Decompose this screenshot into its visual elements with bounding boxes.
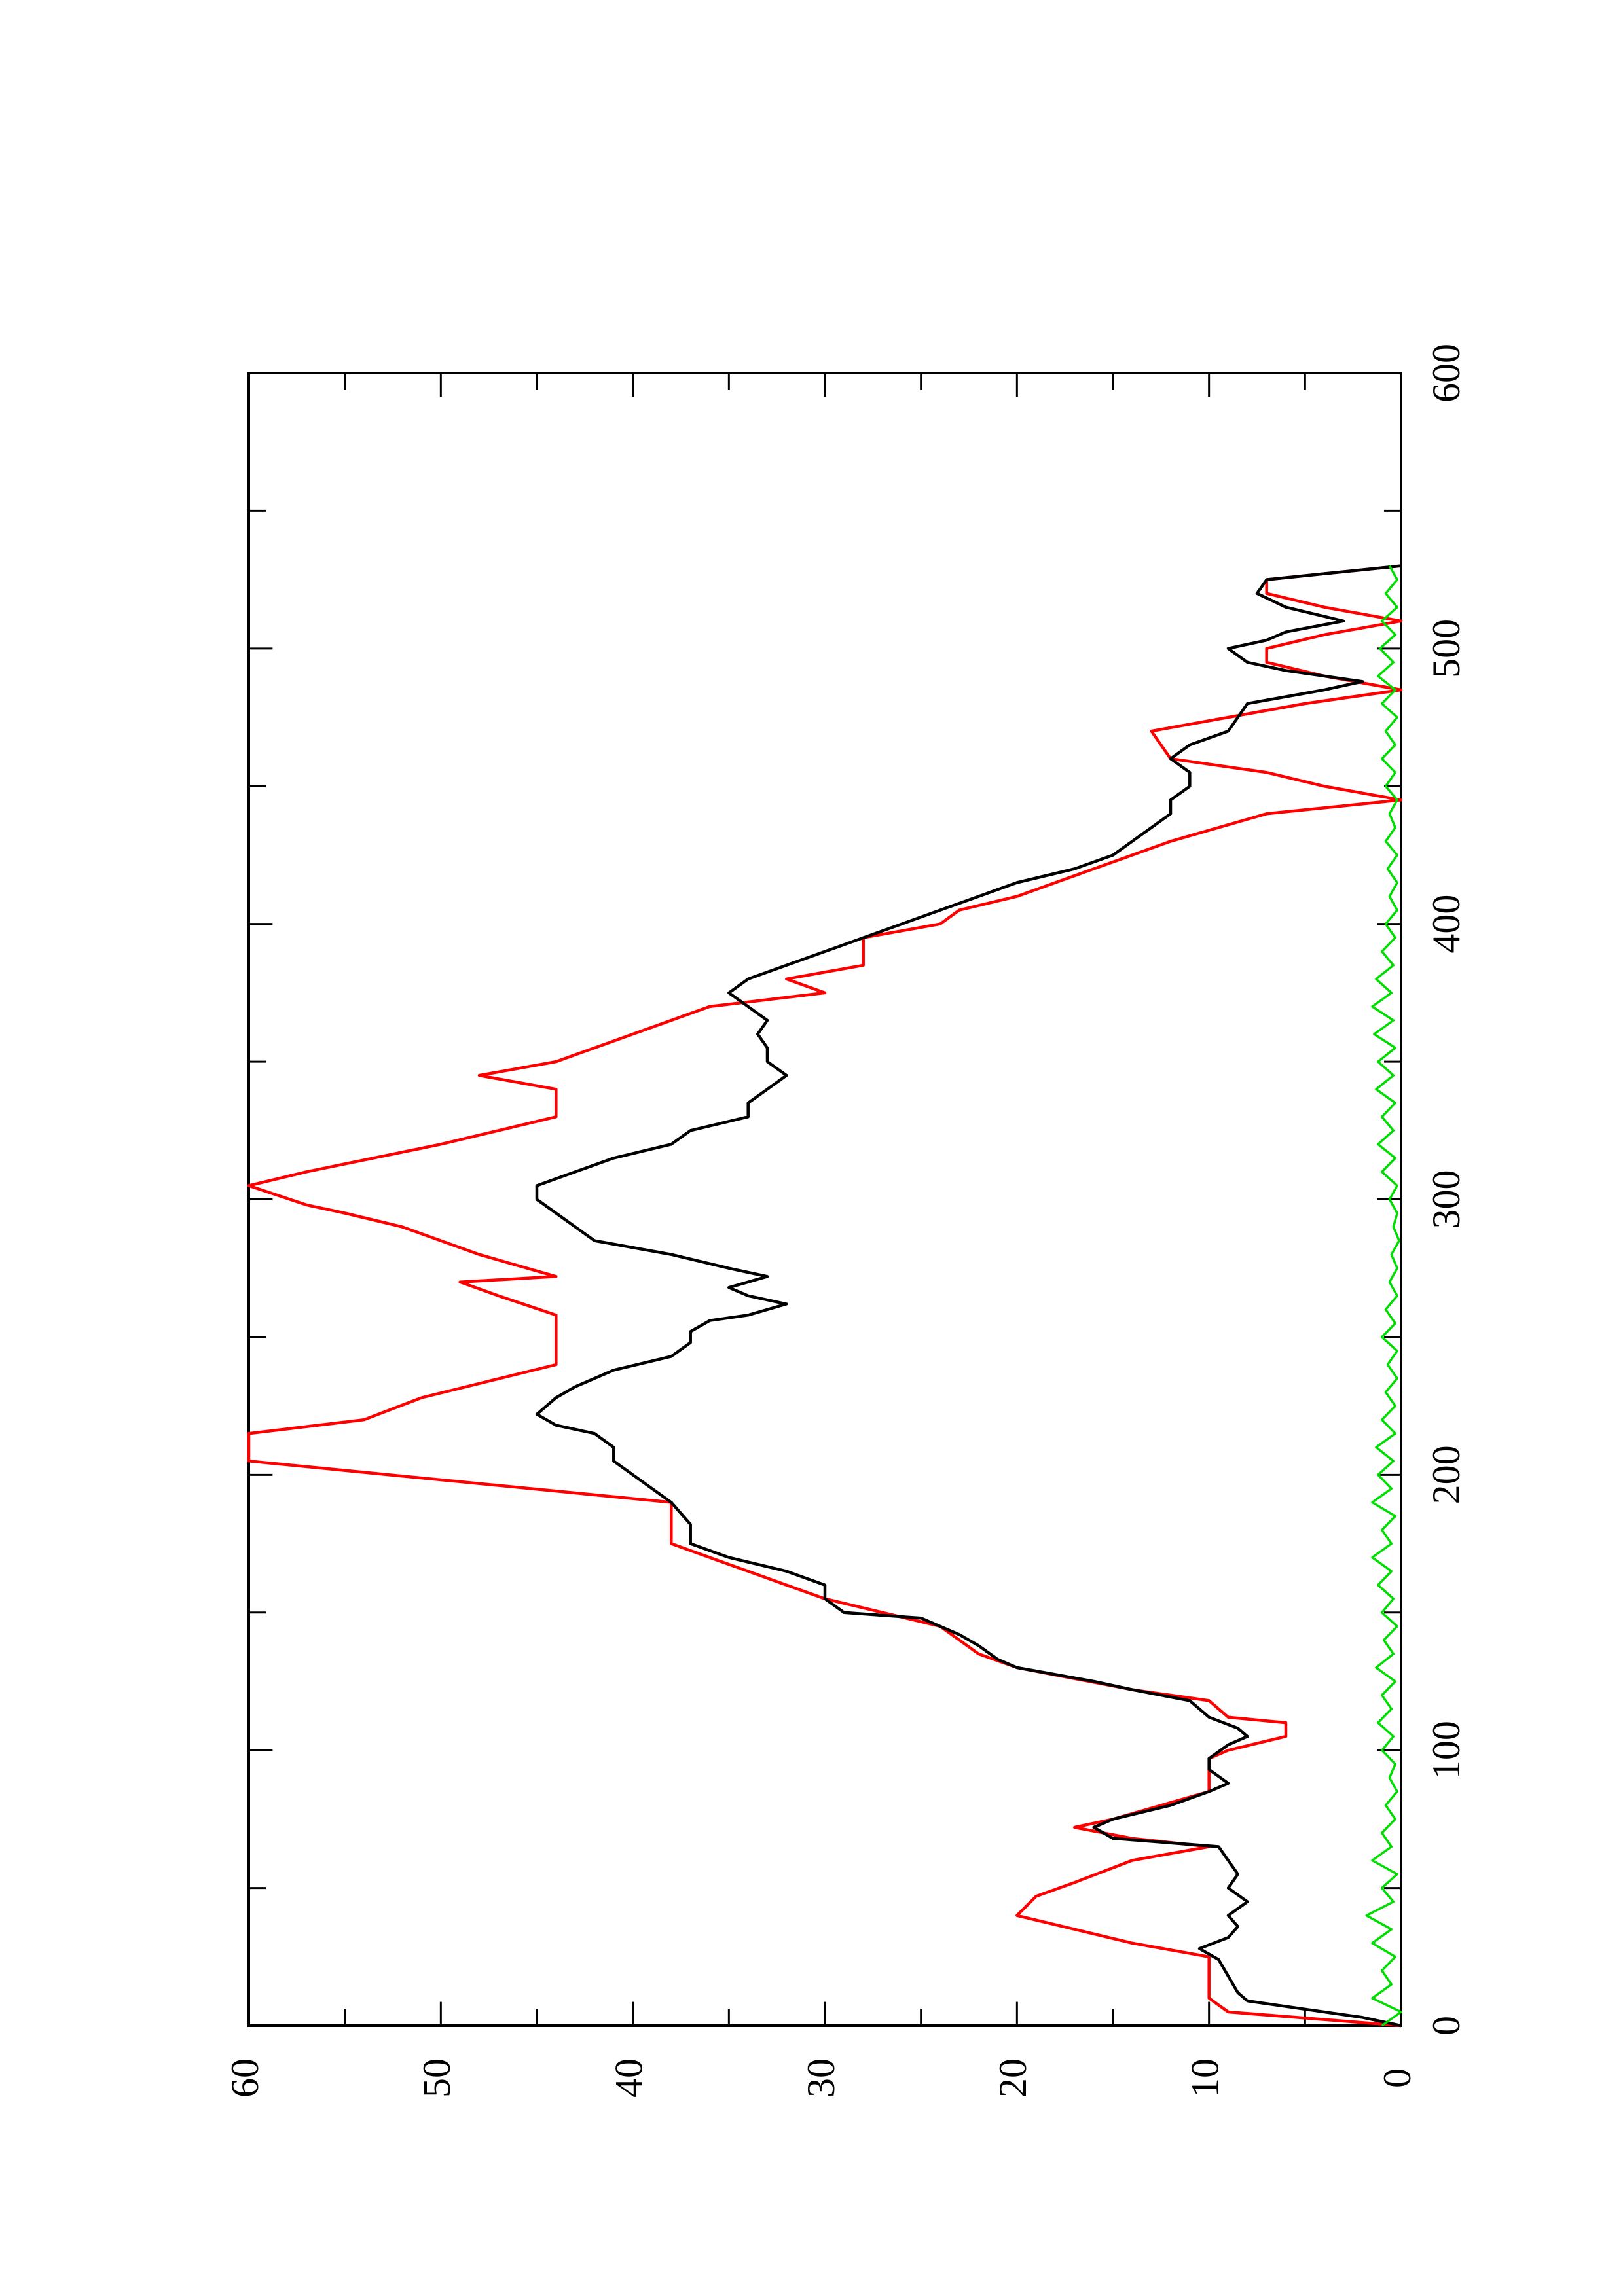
x-tick-label: 0 [1425, 2016, 1468, 2036]
series-layer [247, 564, 1403, 2028]
tick-labels: 0 100 200 300 400 500 600 0 10 20 30 40 50 60 [223, 344, 1468, 2098]
x-tick-label: 500 [1425, 619, 1468, 678]
x-tick-label: 100 [1425, 1721, 1468, 1780]
y-tick-label: 40 [607, 2058, 650, 2098]
y-tick-label: 50 [415, 2058, 458, 2098]
y-tick-label: 10 [1183, 2058, 1226, 2098]
plot-frame [247, 372, 1402, 2027]
red-step-series [247, 564, 1403, 2028]
green-series [1365, 565, 1402, 2027]
x-tick-label: 400 [1425, 895, 1468, 954]
axis-ticks [247, 372, 1402, 2027]
x-tick-label: 600 [1425, 344, 1468, 403]
y-tick-label: 30 [799, 2058, 843, 2098]
y-tick-label: 0 [1376, 2068, 1419, 2088]
black-series [535, 564, 1402, 2028]
y-tick-label: 20 [991, 2058, 1034, 2098]
y-tick-label: 60 [223, 2058, 266, 2098]
x-tick-label: 300 [1425, 1170, 1468, 1229]
x-tick-label: 200 [1425, 1445, 1468, 1504]
